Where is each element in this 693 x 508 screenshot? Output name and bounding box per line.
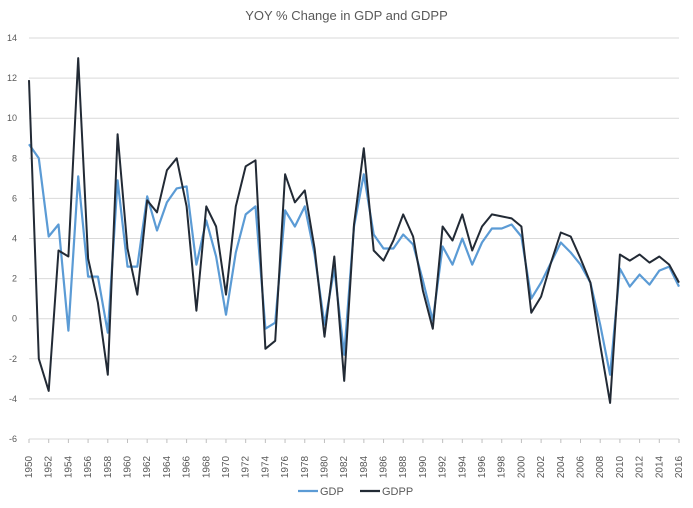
x-tick-label: 1996 <box>477 455 488 478</box>
series-line-gdpp <box>28 57 680 404</box>
x-tick-label: 1992 <box>438 455 449 478</box>
x-tick-label: 1986 <box>379 455 390 478</box>
x-tick-label: 1980 <box>319 455 330 478</box>
x-tick-label: 1962 <box>142 455 153 478</box>
x-tick-label: 1950 <box>24 455 35 478</box>
x-tick-label: 1952 <box>44 455 55 478</box>
x-tick-label: 1982 <box>339 455 350 478</box>
y-tick-label: 4 <box>12 234 17 244</box>
axis-layer: -6 -4 -2 0 2 4 6 8 10 12 14 1950 1952 1954 1956 1958 196… <box>7 33 685 478</box>
x-tick-label: 1954 <box>63 455 74 478</box>
x-tick-label: 2000 <box>516 455 527 478</box>
y-tick-label: 8 <box>12 153 17 163</box>
x-tick-label: 1978 <box>300 455 311 478</box>
y-tick-label: 2 <box>12 274 17 284</box>
y-tick-label: -6 <box>9 434 17 444</box>
x-tick-label: 1970 <box>221 455 232 478</box>
grid-layer <box>29 37 679 440</box>
x-tick-label: 2010 <box>615 455 626 478</box>
x-tick-label: 1972 <box>241 455 252 478</box>
x-tick-label: 2016 <box>674 455 685 478</box>
x-tick-label: 2008 <box>595 455 606 478</box>
legend: GDP GDPP <box>298 486 413 498</box>
legend-label-gdpp: GDPP <box>382 486 413 498</box>
x-tick-label: 1984 <box>359 455 370 478</box>
y-tick-label: 12 <box>7 73 17 83</box>
y-tick-label: 14 <box>7 33 17 43</box>
series-layer <box>28 57 680 404</box>
x-tick-label: 1988 <box>398 455 409 478</box>
x-tick-label: 2012 <box>635 455 646 478</box>
x-tick-label: 1956 <box>83 455 94 478</box>
x-tick-label: 1960 <box>122 455 133 478</box>
x-tick-label: 1976 <box>280 455 291 478</box>
x-tick-label: 1994 <box>457 455 468 478</box>
x-tick-label: 2002 <box>536 455 547 478</box>
x-tick-label: 1968 <box>201 455 212 478</box>
x-tick-label: 2006 <box>576 455 587 478</box>
y-tick-label: 10 <box>7 113 17 123</box>
x-tick-label: 1966 <box>182 455 193 478</box>
legend-label-gdp: GDP <box>320 486 344 498</box>
x-tick-label: 1958 <box>103 455 114 478</box>
x-tick-label: 1974 <box>260 455 271 478</box>
x-tick-label: 2004 <box>556 455 567 478</box>
y-tick-label: 0 <box>12 314 17 324</box>
chart-title: YOY % Change in GDP and GDPP <box>245 8 448 23</box>
x-tick-label: 2014 <box>654 455 665 478</box>
y-tick-label: 6 <box>12 193 17 203</box>
x-tick-label: 1964 <box>162 455 173 478</box>
x-tick-label: 1998 <box>497 455 508 478</box>
x-tick-label: 1990 <box>418 455 429 478</box>
y-tick-label: -2 <box>9 354 17 364</box>
y-tick-label: -4 <box>9 394 17 404</box>
